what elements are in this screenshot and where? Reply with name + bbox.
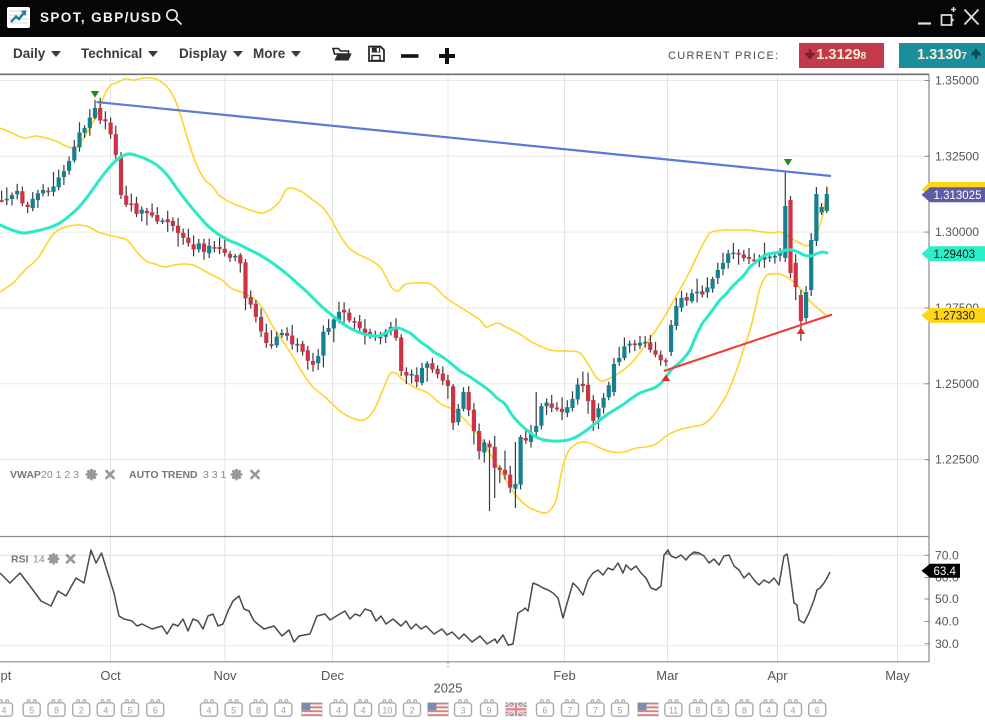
- svg-text:1.22500: 1.22500: [935, 453, 979, 467]
- svg-text:Feb: Feb: [553, 668, 575, 683]
- svg-text:20 1 2 3: 20 1 2 3: [41, 469, 79, 481]
- svg-text:11: 11: [669, 705, 678, 715]
- svg-text:8: 8: [695, 705, 700, 715]
- svg-text:AUTO TREND: AUTO TREND: [129, 469, 198, 481]
- svg-text:5: 5: [29, 705, 34, 715]
- svg-text:4: 4: [206, 705, 211, 715]
- svg-text:6: 6: [815, 705, 820, 715]
- svg-text:Oct: Oct: [100, 668, 121, 683]
- svg-text:3 3 1: 3 3 1: [203, 469, 227, 481]
- svg-text:30.0: 30.0: [935, 637, 959, 651]
- svg-text:9: 9: [486, 705, 491, 715]
- svg-text:50.0: 50.0: [935, 592, 959, 606]
- svg-text:5: 5: [127, 705, 132, 715]
- svg-text:1.35000: 1.35000: [935, 74, 979, 88]
- svg-text:2: 2: [409, 705, 414, 715]
- svg-text:5: 5: [717, 705, 722, 715]
- svg-text:1.313025: 1.313025: [934, 190, 982, 202]
- svg-text:4: 4: [281, 705, 286, 715]
- svg-text:5: 5: [231, 705, 236, 715]
- svg-text:4: 4: [336, 705, 341, 715]
- svg-text:10: 10: [382, 705, 392, 715]
- svg-text:Mar: Mar: [656, 668, 679, 683]
- svg-text:40.0: 40.0: [935, 614, 959, 628]
- svg-text:1.30000: 1.30000: [935, 225, 979, 239]
- svg-text:3: 3: [460, 705, 465, 715]
- svg-text:May: May: [885, 668, 910, 683]
- svg-text:4: 4: [1, 705, 6, 715]
- svg-text:6: 6: [153, 705, 158, 715]
- svg-text:4: 4: [361, 705, 366, 715]
- svg-text:Nov: Nov: [213, 668, 237, 683]
- svg-text:8: 8: [54, 705, 59, 715]
- svg-text:Dec: Dec: [321, 668, 345, 683]
- svg-text:VWAP: VWAP: [10, 469, 41, 481]
- svg-text:7: 7: [567, 705, 572, 715]
- svg-text:4: 4: [766, 705, 771, 715]
- svg-text:14: 14: [33, 554, 45, 566]
- svg-text:2025: 2025: [434, 681, 463, 696]
- svg-text:1.27330: 1.27330: [934, 311, 976, 323]
- svg-text:1.25000: 1.25000: [935, 377, 979, 391]
- svg-text:4: 4: [790, 705, 795, 715]
- svg-text:8: 8: [256, 705, 261, 715]
- svg-text:70.0: 70.0: [935, 548, 959, 562]
- svg-text:Apr: Apr: [767, 668, 788, 683]
- svg-text:7: 7: [593, 705, 598, 715]
- svg-text:4: 4: [103, 705, 108, 715]
- svg-text:1.29403: 1.29403: [934, 249, 976, 261]
- svg-text:5: 5: [617, 705, 622, 715]
- svg-text:1.32500: 1.32500: [935, 149, 979, 163]
- svg-text:6: 6: [542, 705, 547, 715]
- svg-text:RSI: RSI: [11, 554, 29, 566]
- svg-text:Sept: Sept: [0, 668, 12, 683]
- svg-text:2: 2: [79, 705, 84, 715]
- svg-text:63.4: 63.4: [934, 566, 957, 578]
- svg-text:8: 8: [742, 705, 747, 715]
